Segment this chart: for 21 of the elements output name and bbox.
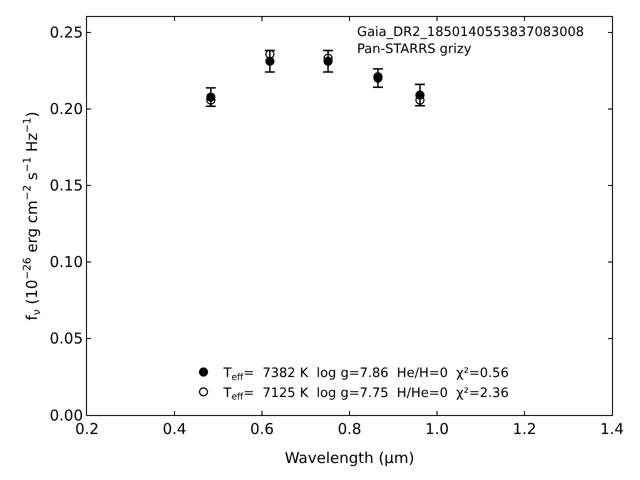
annotation: Pan-STARRS grizy <box>357 42 472 57</box>
x-axis-title: Wavelength (μm) <box>284 449 414 467</box>
point <box>415 90 425 100</box>
y-tick-label: 0.15 <box>50 176 83 195</box>
legend-label: T$_{eff}$= 7125 K log g=7.75 H/He=0 χ²=2.36 <box>222 386 509 403</box>
x-tick-label: 0.8 <box>338 420 362 438</box>
y-tick-label: 0.10 <box>50 253 83 272</box>
x-tick-label: 0.4 <box>162 420 186 438</box>
x-tick-label: 1.2 <box>512 420 536 438</box>
point <box>206 92 216 102</box>
legend-label: T$_{eff}$= 7382 K log g=7.86 He/H=0 χ²=0.56 <box>222 366 509 383</box>
x-tick-label: 1.4 <box>600 420 624 438</box>
x-tick-label: 0.6 <box>250 420 274 438</box>
y-tick-label: 0.05 <box>50 330 83 348</box>
y-tick-label: 0.25 <box>50 24 83 42</box>
annotation: Gaia_DR2_1850140553837083008 <box>357 25 584 40</box>
x-tick-label: 1.0 <box>425 420 449 438</box>
point <box>265 56 274 66</box>
y-tick-label: 0.20 <box>50 100 83 118</box>
point <box>323 56 333 66</box>
x-tick-label: 0.2 <box>75 420 99 438</box>
